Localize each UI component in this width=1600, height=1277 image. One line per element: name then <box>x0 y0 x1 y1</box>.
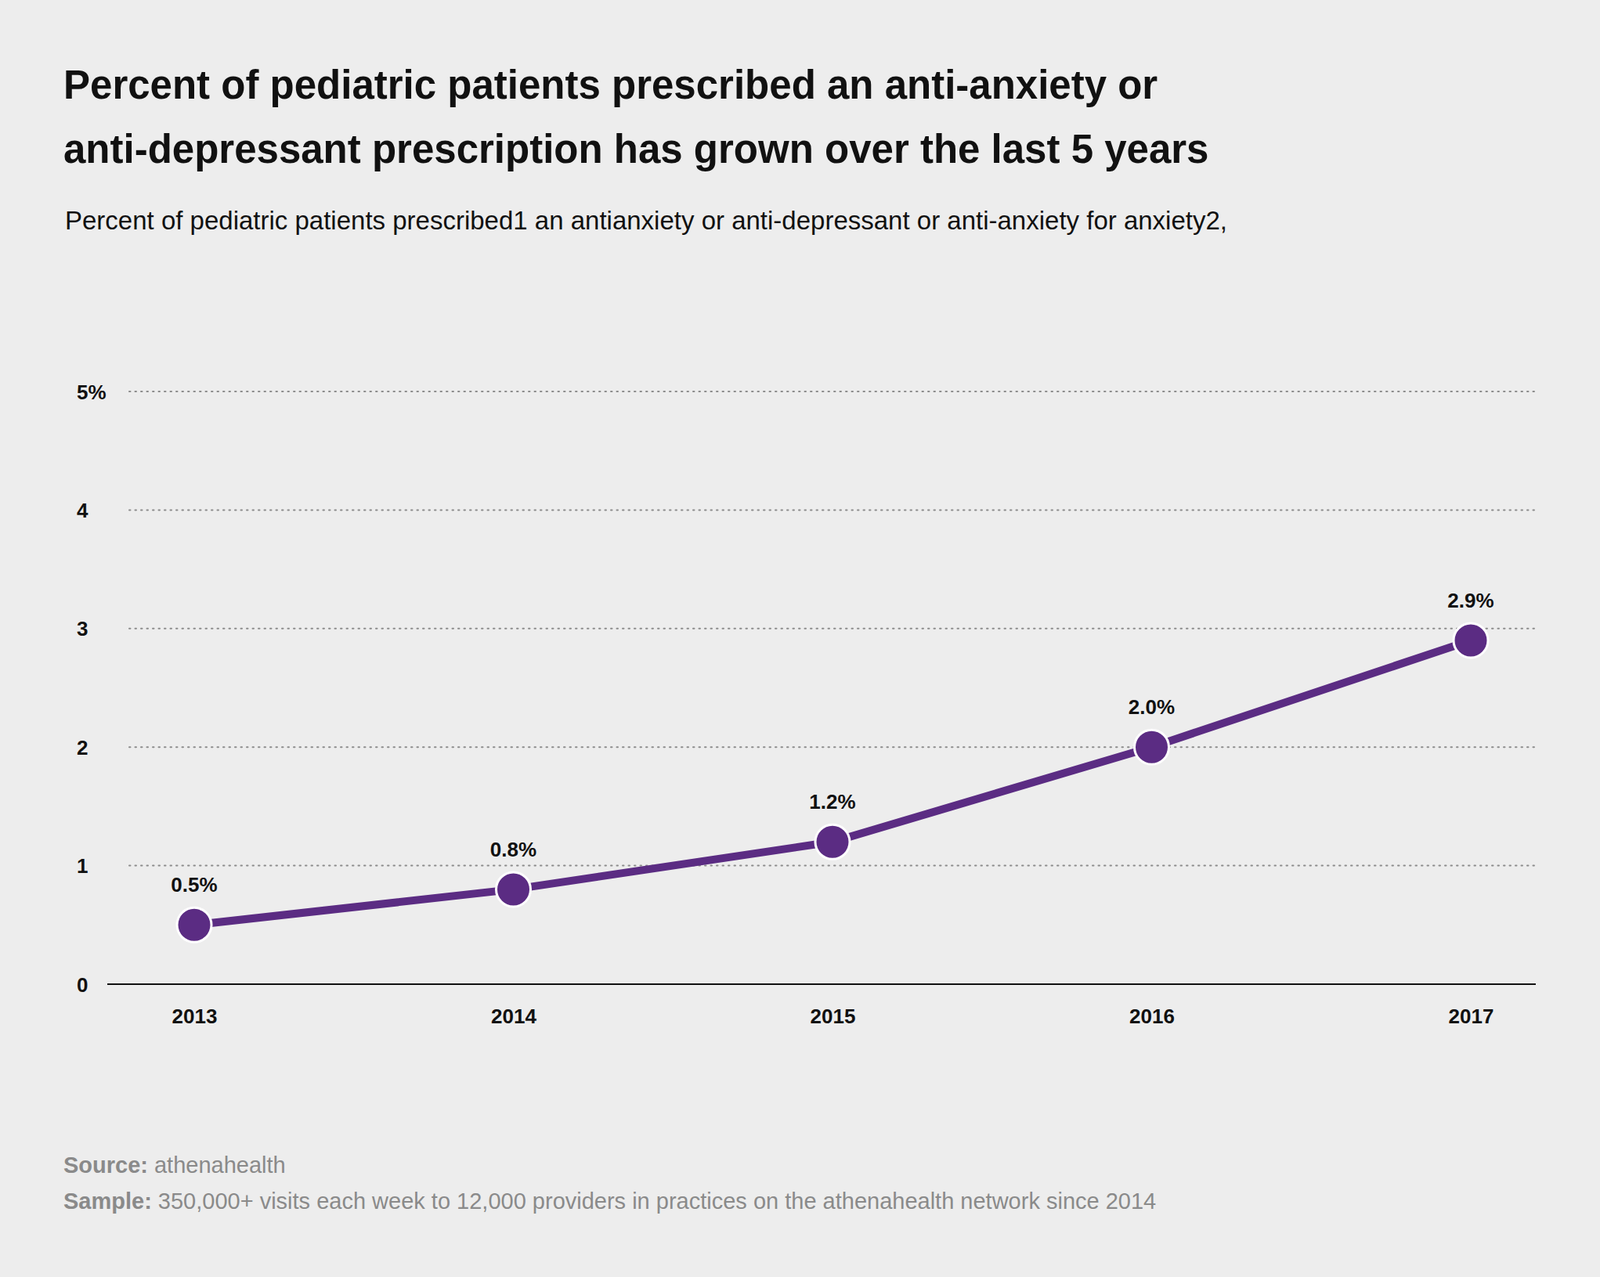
chart: Percent of pediatric patients prescribed… <box>0 0 1600 1277</box>
y-tick-label: 0 <box>76 973 88 997</box>
background <box>0 0 1600 1277</box>
data-label: 2.0% <box>1128 695 1175 719</box>
grid-line <box>129 865 1536 867</box>
y-tick: 3 <box>76 617 88 641</box>
marker <box>1134 729 1170 765</box>
title: Percent of pediatric patients prescribed… <box>63 62 1209 172</box>
x-tick: 2017 <box>1448 984 1495 1029</box>
x-tick-label: 2015 <box>810 1004 856 1029</box>
data-label: 0.5% <box>170 873 217 897</box>
x-tick-label: 2017 <box>1448 1004 1495 1029</box>
line <box>194 640 1471 925</box>
marker <box>176 907 212 943</box>
y-axis: 0 1 2 3 4 5% <box>76 380 107 997</box>
note-label: Sample: <box>63 1188 152 1214</box>
x-tick: 2014 <box>491 984 537 1029</box>
note-label: Source: <box>63 1152 149 1178</box>
y-tick: 0 <box>76 973 88 997</box>
y-tick-label: 4 <box>76 498 89 523</box>
y-tick-label: 3 <box>76 617 88 641</box>
data-label: 0.8% <box>490 837 537 862</box>
y-tick: 2 <box>76 736 88 760</box>
grid <box>129 391 1536 867</box>
x-tick: 2015 <box>810 984 856 1029</box>
x-tick-label: 2016 <box>1129 1004 1175 1029</box>
y-tick: 1 <box>76 854 88 878</box>
data-labels: 0.5% 0.8% 1.2% 2.0% 2.9% <box>170 588 1494 897</box>
notes: Source:athenahealthSample:350,000+ visit… <box>63 1152 1156 1214</box>
note: Source:athenahealth <box>63 1152 286 1178</box>
grid-line <box>129 746 1536 748</box>
marker <box>496 872 531 907</box>
x-tick-label: 2014 <box>491 1004 537 1029</box>
y-tick: 4 <box>76 498 89 523</box>
x-tick-label: 2013 <box>172 1004 218 1029</box>
marker <box>815 824 850 860</box>
y-tick-label: 5% <box>76 380 107 405</box>
x-axis: 2013 2014 2015 2016 2017 <box>172 984 1495 1029</box>
grid-line <box>129 628 1536 630</box>
note-text: athenahealth <box>154 1152 286 1178</box>
marks <box>176 623 1489 943</box>
y-tick: 5% <box>76 380 107 405</box>
x-tick: 2013 <box>172 984 218 1029</box>
grid-line <box>129 509 1536 511</box>
title-line: anti-depressant prescription has grown o… <box>63 126 1209 172</box>
y-tick-label: 1 <box>76 854 88 878</box>
x-axis-line <box>107 983 1536 986</box>
note-text: 350,000+ visits each week to 12,000 prov… <box>158 1188 1156 1214</box>
subtitle: Percent of pediatric patients prescribed… <box>65 205 1228 235</box>
y-tick-label: 2 <box>76 736 88 760</box>
data-label: 2.9% <box>1447 588 1494 613</box>
title-line: Percent of pediatric patients prescribed… <box>63 62 1158 108</box>
data-label: 1.2% <box>809 790 856 814</box>
note: Sample:350,000+ visits each week to 12,0… <box>63 1188 1156 1214</box>
x-tick: 2016 <box>1129 984 1175 1029</box>
grid-line <box>129 390 1536 393</box>
marker <box>1453 623 1489 658</box>
